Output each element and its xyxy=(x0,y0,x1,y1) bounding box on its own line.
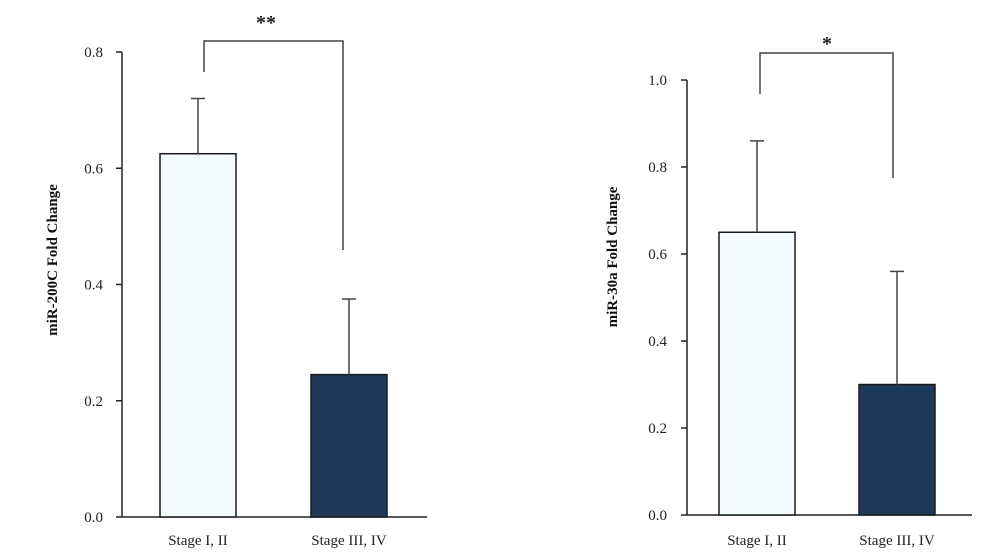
bar xyxy=(718,231,796,516)
y-tick-label: 0.8 xyxy=(648,160,667,176)
y-tick-label: 0.6 xyxy=(84,161,103,177)
y-tick-label: 1.0 xyxy=(648,73,667,89)
y-tick-label: 0.0 xyxy=(648,508,667,524)
bar xyxy=(858,383,936,516)
chart-panel-mir200c: miR-200C Fold Change ** 0.0 0.2 0.4 0.6 0.8 S… xyxy=(45,12,427,549)
category-label: Stage I, II xyxy=(168,533,228,549)
y-tick-label: 0.2 xyxy=(84,394,103,410)
y-tick-label: 0.6 xyxy=(648,247,667,263)
category-label: Stage III, IV xyxy=(859,533,935,549)
significance-marker: * xyxy=(822,33,832,55)
y-tick-label: 0.0 xyxy=(84,510,103,526)
significance-bracket xyxy=(203,40,344,250)
y-axis-label: miR-30a Fold Change xyxy=(605,186,621,327)
chart-panel-mir30a: miR-30a Fold Change * 0.0 0.2 0.4 0.6 0.8 1.0… xyxy=(605,33,972,549)
significance-marker: ** xyxy=(256,12,276,34)
category-label: Stage III, IV xyxy=(311,533,387,549)
category-label: Stage I, II xyxy=(727,533,787,549)
bar xyxy=(310,373,388,518)
bar xyxy=(159,152,237,518)
y-tick-label: 0.4 xyxy=(84,278,103,294)
y-axis-label: miR-200C Fold Change xyxy=(45,184,61,336)
y-tick-label: 0.4 xyxy=(648,334,667,350)
significance-bracket xyxy=(759,52,894,178)
y-tick-label: 0.2 xyxy=(648,421,667,437)
y-tick-label: 0.8 xyxy=(84,45,103,61)
